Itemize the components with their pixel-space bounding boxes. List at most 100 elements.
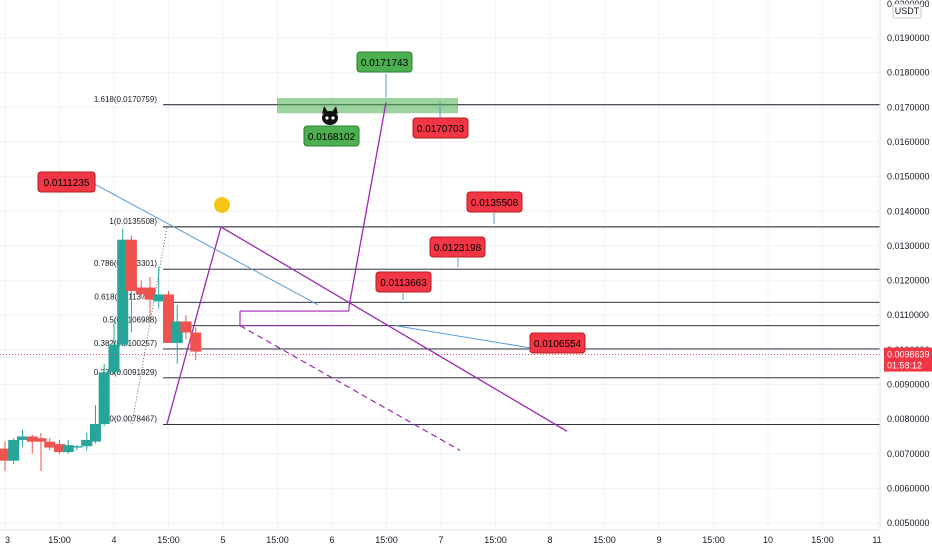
time-tick-label: 15:00 <box>593 535 616 545</box>
price-tick-label: 0.0150000 <box>887 172 930 182</box>
impulse-line <box>166 226 222 425</box>
candle-body <box>8 439 20 461</box>
price-tick-label: 0.0140000 <box>887 206 930 216</box>
current-price-value: 0.0098639 <box>887 350 930 360</box>
time-tick-label: 5 <box>220 535 225 545</box>
fib-level-label: 0.236(0.0091929) <box>94 368 158 377</box>
time-tick-label: 4 <box>111 535 116 545</box>
candle-body <box>62 445 74 453</box>
candles <box>0 228 202 472</box>
candle-body <box>0 448 11 461</box>
price-label-text: 0.0170703 <box>417 124 465 135</box>
candle-body <box>26 436 38 442</box>
price-label-box <box>303 125 360 147</box>
fib-level-label: 1(0.0135508) <box>109 217 157 226</box>
price-label-text: 0.0171743 <box>361 58 409 69</box>
projection-line <box>348 102 387 307</box>
dotted-line <box>131 226 168 425</box>
trend-line <box>394 325 533 349</box>
target-zone <box>277 98 458 114</box>
cat-eye-icon <box>331 116 335 120</box>
price-label-box <box>429 236 486 258</box>
price-label-box <box>37 171 96 193</box>
wedge-upper-line <box>220 226 568 432</box>
time-tick-label: 10 <box>763 535 773 545</box>
candle-body <box>117 239 129 345</box>
time-tick-label: 3 <box>5 535 10 545</box>
price-tick-label: 0.0160000 <box>887 137 930 147</box>
price-annotations: 0.0171743 0.0168102 0.0170703 0.0111235 0.01… <box>37 51 586 354</box>
price-label-text: 0.0123198 <box>434 243 482 254</box>
price-label-box <box>529 332 586 354</box>
current-price-tag <box>884 347 932 372</box>
time-tick-label: 7 <box>438 535 443 545</box>
cat-eye-icon <box>325 116 329 120</box>
price-tick-label: 0.0120000 <box>887 276 930 286</box>
time-tick-label: 11 <box>872 535 881 545</box>
price-label-box <box>375 271 432 293</box>
price-tick-label: 0.0060000 <box>887 483 930 493</box>
price-label-box <box>466 191 523 213</box>
price-tick-label: 0.0080000 <box>887 414 930 424</box>
cat-icon <box>322 111 338 125</box>
price-label-box <box>356 51 413 73</box>
time-tick-label: 15:00 <box>375 535 398 545</box>
time-tick-label: 15:00 <box>484 535 507 545</box>
time-tick-label: 15:00 <box>811 535 834 545</box>
candle-body <box>44 441 56 448</box>
price-tick-label: 0.0070000 <box>887 449 930 459</box>
price-tick-label: 0.0180000 <box>887 68 930 78</box>
price-axis-bg <box>880 0 932 550</box>
time-axis[interactable]: 3 15:00 4 15:00 5 15:00 6 15:00 7 15:00 8 15:00 9 15:… <box>0 529 882 545</box>
time-tick-label: 15:00 <box>702 535 725 545</box>
cat-ear-icon <box>322 106 328 114</box>
grid-lines <box>0 0 880 530</box>
price-tick-label: 0.0190000 <box>887 33 930 43</box>
current-price-countdown: 01:58:12 <box>887 361 922 371</box>
fib-level-label: 1.618(0.0170759) <box>94 95 158 104</box>
candle-body <box>180 321 192 333</box>
markers <box>0 106 880 355</box>
time-tick-label: 15:00 <box>48 535 71 545</box>
cat-ear-icon <box>332 106 338 114</box>
candle-body <box>54 444 65 453</box>
drawing-layer <box>94 102 568 451</box>
price-axis[interactable]: 0.0200000USDT0.01900000.01800000.0170000… <box>879 0 932 550</box>
currency-badge <box>892 3 922 19</box>
candle-body <box>71 446 83 448</box>
price-label-text: 0.0111235 <box>44 178 90 189</box>
candle-body <box>171 321 183 343</box>
time-tick-label: 15:00 <box>157 535 180 545</box>
wedge-lower-line <box>239 325 461 451</box>
yellow-dot-marker <box>214 197 230 213</box>
price-label-text: 0.0113663 <box>380 278 427 289</box>
candle-body <box>153 294 165 302</box>
price-label-text: 0.0168102 <box>308 132 356 143</box>
price-label-text: 0.0106554 <box>534 339 582 350</box>
price-tick-label: 0.0110000 <box>887 310 929 320</box>
time-tick-label: 9 <box>656 535 661 545</box>
candle-body <box>81 439 93 447</box>
candle-body <box>35 438 47 442</box>
price-tick-label: 0.0130000 <box>887 241 930 251</box>
candle-body <box>190 332 202 352</box>
time-tick-label: 8 <box>547 535 552 545</box>
candle-body <box>163 294 174 343</box>
price-label-text: 0.0135508 <box>471 198 519 209</box>
candle-body <box>98 372 110 424</box>
candle-body <box>135 287 147 295</box>
price-tick-label: 0.0090000 <box>887 380 930 390</box>
currency-label: USDT <box>895 6 920 16</box>
price-tick-label: 0.0050000 <box>887 518 930 528</box>
price-tick-label: 0.0170000 <box>887 102 930 112</box>
candle-body <box>16 436 28 440</box>
candle-body <box>108 344 120 373</box>
time-tick-label: 6 <box>329 535 334 545</box>
fib-level-label: 0.5(0.0106988) <box>103 316 158 325</box>
time-tick-label: 15:00 <box>266 535 289 545</box>
candle-body <box>89 424 101 442</box>
candle-body <box>144 287 156 300</box>
candle-body <box>125 239 137 291</box>
fib-level-label: 0(0.0078467) <box>109 414 157 423</box>
